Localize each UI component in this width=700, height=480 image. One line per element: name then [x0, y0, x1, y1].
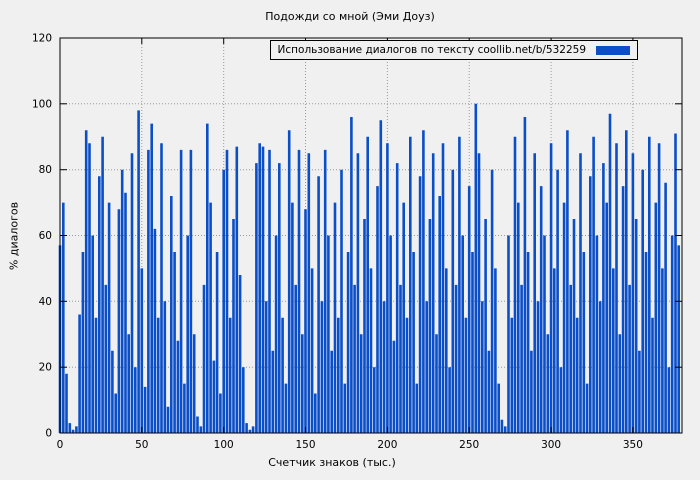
svg-text:100: 100 [214, 439, 234, 451]
svg-text:300: 300 [541, 439, 561, 451]
svg-text:150: 150 [295, 439, 315, 451]
legend: Использование диалогов по тексту coollib… [269, 40, 638, 60]
svg-text:50: 50 [135, 439, 148, 451]
svg-text:80: 80 [39, 164, 52, 176]
x-axis-label: Счетчик знаков (тыс.) [0, 456, 700, 469]
svg-text:20: 20 [39, 362, 52, 374]
svg-text:0: 0 [45, 428, 52, 440]
svg-text:250: 250 [459, 439, 479, 451]
legend-label: Использование диалогов по тексту coollib… [277, 44, 586, 56]
svg-text:200: 200 [377, 439, 397, 451]
svg-text:350: 350 [623, 439, 643, 451]
svg-text:0: 0 [57, 439, 64, 451]
svg-text:120: 120 [32, 33, 52, 45]
legend-swatch [596, 45, 630, 55]
y-axis-label: % диалогов [7, 201, 21, 271]
svg-text:40: 40 [39, 296, 52, 308]
svg-text:60: 60 [39, 230, 52, 242]
x-axis-label-text: Счетчик знаков (тыс.) [268, 456, 396, 469]
svg-text:100: 100 [32, 98, 52, 110]
chart-title: Подожди со мной (Эми Доуз) [265, 10, 435, 23]
